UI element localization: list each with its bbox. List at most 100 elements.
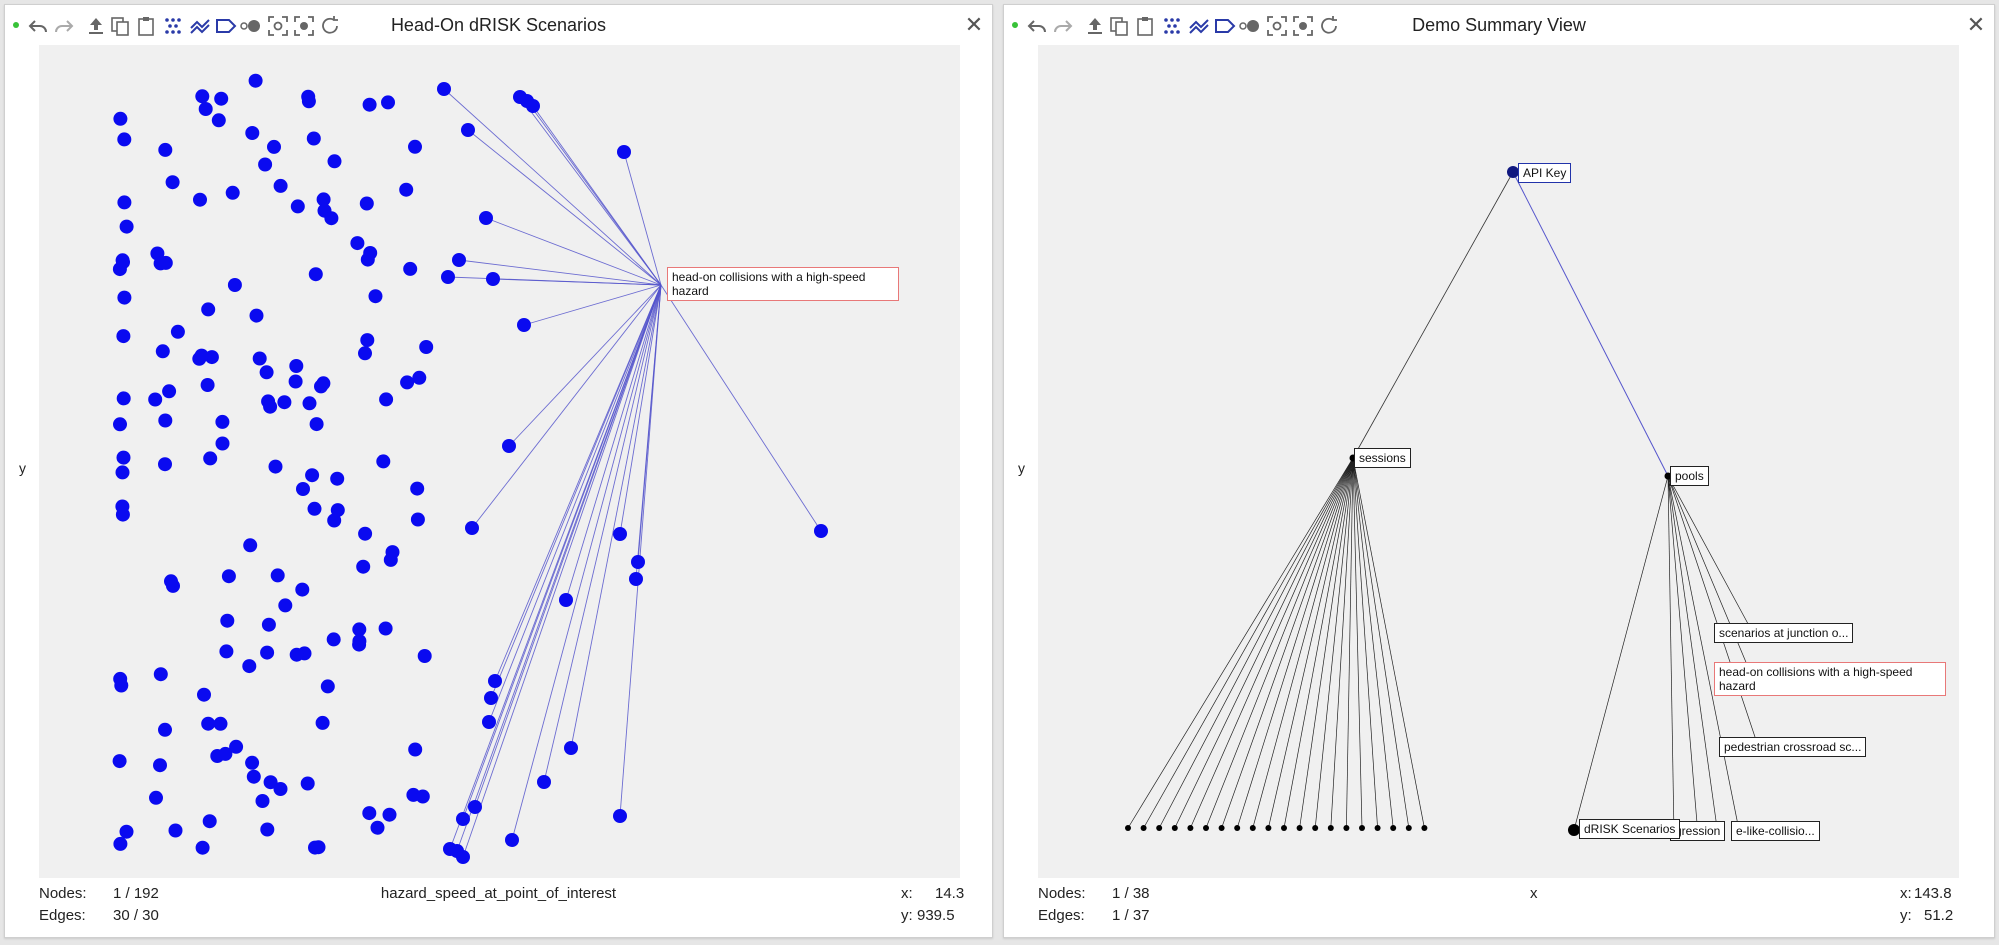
scatter-node[interactable] bbox=[300, 776, 315, 791]
root-node[interactable] bbox=[1507, 166, 1519, 178]
refresh-icon[interactable] bbox=[1318, 15, 1340, 37]
line-layout-icon[interactable] bbox=[1188, 15, 1210, 37]
scatter-node[interactable] bbox=[227, 278, 242, 292]
edge-line[interactable] bbox=[623, 151, 662, 286]
scatter-node[interactable] bbox=[273, 782, 288, 796]
scatter-node[interactable] bbox=[350, 236, 365, 251]
scatter-node[interactable] bbox=[242, 659, 257, 674]
scatter-node[interactable] bbox=[243, 538, 258, 553]
scatter-node[interactable] bbox=[352, 634, 367, 649]
edge-line[interactable] bbox=[523, 284, 662, 326]
connected-node[interactable] bbox=[617, 145, 631, 159]
edge-line[interactable] bbox=[1314, 457, 1354, 829]
edges-group[interactable] bbox=[443, 88, 822, 858]
scatter-node[interactable] bbox=[246, 769, 261, 784]
scatter-node[interactable] bbox=[378, 621, 393, 636]
scatter-node[interactable] bbox=[203, 451, 218, 466]
edge-line[interactable] bbox=[1268, 457, 1354, 829]
scatter-node[interactable] bbox=[327, 513, 342, 528]
node-label-api-key[interactable]: API Key bbox=[1518, 163, 1572, 183]
scatter-node[interactable] bbox=[220, 613, 235, 628]
connected-node[interactable] bbox=[484, 691, 498, 705]
scatter-node[interactable] bbox=[412, 370, 427, 385]
scatter-node[interactable] bbox=[117, 195, 132, 210]
redo-icon[interactable] bbox=[53, 15, 75, 37]
paste-icon[interactable] bbox=[135, 15, 157, 37]
scatter-node[interactable] bbox=[158, 722, 172, 737]
tree-graph[interactable] bbox=[1038, 45, 1959, 878]
scatter-node[interactable] bbox=[215, 436, 230, 451]
scatter-node[interactable] bbox=[273, 178, 288, 193]
scatter-node[interactable] bbox=[410, 481, 425, 496]
scatter-node[interactable] bbox=[278, 598, 293, 613]
connected-node[interactable] bbox=[488, 674, 502, 688]
session-leaf-node[interactable] bbox=[1125, 825, 1131, 831]
scatter-node[interactable] bbox=[112, 754, 127, 769]
undo-icon[interactable] bbox=[27, 15, 49, 37]
scatter-node[interactable] bbox=[248, 73, 263, 88]
scatter-node[interactable] bbox=[117, 132, 132, 147]
circle-nodes-icon[interactable] bbox=[1238, 15, 1260, 37]
scatter-node[interactable] bbox=[419, 340, 434, 354]
edge-line[interactable] bbox=[443, 88, 662, 286]
scatter-node[interactable] bbox=[115, 253, 130, 268]
scatter-node[interactable] bbox=[215, 414, 230, 429]
connected-node[interactable] bbox=[468, 800, 482, 814]
pools-node[interactable] bbox=[1664, 472, 1672, 480]
scatter-node[interactable] bbox=[113, 417, 127, 432]
focus-icon[interactable] bbox=[267, 15, 289, 37]
scatter-node[interactable] bbox=[219, 644, 234, 659]
scatter-node[interactable] bbox=[370, 820, 385, 835]
connected-node[interactable] bbox=[461, 123, 475, 137]
session-leaf-node[interactable] bbox=[1374, 825, 1381, 831]
scatter-node[interactable] bbox=[417, 649, 432, 663]
copy-icon[interactable] bbox=[1108, 15, 1130, 37]
session-leaf-node[interactable] bbox=[1140, 825, 1147, 831]
graph-canvas[interactable]: head-on collisions with a high-speed haz… bbox=[39, 45, 960, 878]
edge-line[interactable] bbox=[1127, 457, 1354, 829]
scatter-node[interactable] bbox=[198, 102, 213, 116]
edge-line[interactable] bbox=[494, 284, 662, 682]
edge-line[interactable] bbox=[1299, 457, 1354, 829]
scatter-node[interactable] bbox=[314, 379, 328, 394]
close-icon[interactable]: ✕ bbox=[964, 12, 984, 37]
scatter-node[interactable] bbox=[201, 716, 216, 731]
connected-node[interactable] bbox=[479, 211, 493, 225]
connected-node[interactable] bbox=[564, 741, 578, 755]
edge-line[interactable] bbox=[508, 284, 662, 447]
scatter-node[interactable] bbox=[153, 667, 168, 682]
scatter-node[interactable] bbox=[245, 755, 260, 770]
edge-line[interactable] bbox=[1352, 457, 1425, 829]
session-leaf-node[interactable] bbox=[1281, 825, 1287, 831]
scatter-node[interactable] bbox=[116, 450, 131, 465]
session-leaf-node[interactable] bbox=[1218, 825, 1225, 831]
session-leaf-node[interactable] bbox=[1171, 825, 1178, 831]
edge-line[interactable] bbox=[1283, 457, 1354, 829]
scatter-node[interactable] bbox=[307, 501, 322, 516]
connected-node[interactable] bbox=[482, 715, 496, 729]
session-leaf-node[interactable] bbox=[1203, 825, 1209, 831]
edge-line[interactable] bbox=[1143, 457, 1354, 829]
connected-node[interactable] bbox=[452, 253, 466, 267]
close-icon[interactable]: ✕ bbox=[1966, 12, 1986, 37]
edge-line[interactable] bbox=[1158, 457, 1354, 829]
scatter-layout-icon[interactable] bbox=[163, 15, 185, 37]
connected-node[interactable] bbox=[629, 572, 643, 586]
scatter-node[interactable] bbox=[245, 126, 260, 140]
edge-line[interactable] bbox=[456, 284, 662, 852]
edge-line[interactable] bbox=[1352, 457, 1378, 829]
edge-line[interactable] bbox=[543, 284, 662, 783]
scatter-node[interactable] bbox=[202, 814, 217, 829]
edge-line[interactable] bbox=[485, 217, 662, 286]
scatter-node[interactable] bbox=[358, 526, 373, 541]
nodes-group[interactable] bbox=[112, 73, 828, 864]
scatter-node[interactable] bbox=[415, 789, 430, 804]
connected-node[interactable] bbox=[814, 524, 828, 538]
scatter-node[interactable] bbox=[195, 89, 210, 104]
scatter-node[interactable] bbox=[149, 790, 163, 805]
graph-canvas[interactable]: API Key sessions pools scenarios at junc… bbox=[1038, 45, 1959, 878]
scatter-node[interactable] bbox=[168, 823, 183, 838]
connected-node[interactable] bbox=[456, 812, 470, 826]
scatter-node[interactable] bbox=[214, 91, 229, 106]
edge-line[interactable] bbox=[1252, 457, 1354, 829]
